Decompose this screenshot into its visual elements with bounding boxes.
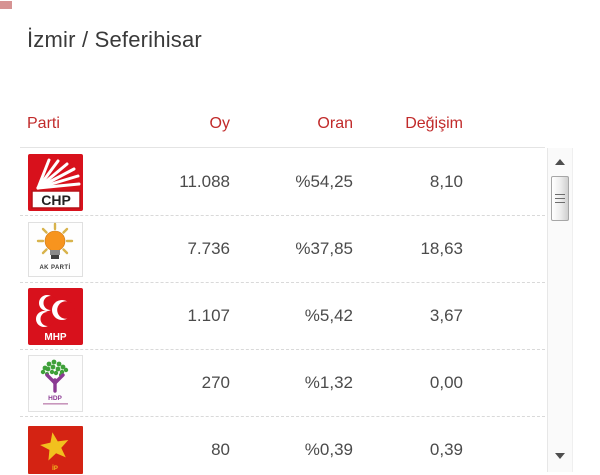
thumb-grip-icon <box>555 194 565 203</box>
results-table-header: Parti Oy Oran Değişim <box>20 100 545 148</box>
table-row-hdp: HDP 270 %1,32 0,00 <box>20 350 545 417</box>
votes-value: 80 <box>211 440 230 459</box>
change-value: 0,00 <box>429 373 463 392</box>
mhp-party-logo-icon: MHP <box>20 287 160 345</box>
svg-text:İP: İP <box>52 465 58 472</box>
table-scrollbar[interactable] <box>547 148 573 472</box>
votes-value: 11.088 <box>179 172 230 191</box>
change-value: 0,39 <box>429 440 463 459</box>
share-value: %5,42 <box>304 306 353 325</box>
results-table-body: CHP 11.088 %54,25 8,10 <box>20 149 545 475</box>
column-header-change: Değişim <box>405 114 463 132</box>
share-value: %0,39 <box>304 440 353 459</box>
svg-text:MHP: MHP <box>44 332 67 343</box>
scrollbar-thumb[interactable] <box>551 176 569 221</box>
change-value: 3,67 <box>429 306 463 325</box>
table-row-chp: CHP 11.088 %54,25 8,10 <box>20 149 545 216</box>
scroll-down-button[interactable] <box>548 444 572 468</box>
table-row-akparti: AK PARTİ 7.736 %37,85 18,63 <box>20 216 545 283</box>
share-value: %37,85 <box>295 239 353 258</box>
scroll-down-icon <box>555 453 565 459</box>
share-value: %1,32 <box>304 373 353 392</box>
svg-text:CHP: CHP <box>41 192 71 208</box>
svg-text:HDP: HDP <box>48 395 62 402</box>
column-header-share: Oran <box>317 114 353 132</box>
column-header-votes: Oy <box>209 114 230 132</box>
scroll-up-icon <box>555 159 565 165</box>
votes-value: 7.736 <box>187 239 230 258</box>
scroll-up-button[interactable] <box>548 150 572 174</box>
table-row-ip: İP 80 %0,39 0,39 <box>20 417 545 475</box>
corner-red-artifact <box>0 1 12 9</box>
svg-text:AK PARTİ: AK PARTİ <box>39 264 70 271</box>
table-row-mhp: MHP 1.107 %5,42 3,67 <box>20 283 545 350</box>
change-value: 8,10 <box>429 172 463 191</box>
akparti-party-logo-icon: AK PARTİ <box>20 221 160 277</box>
page-title: İzmir / Seferihisar <box>27 27 202 52</box>
votes-value: 1.107 <box>187 306 230 325</box>
votes-value: 270 <box>201 373 230 392</box>
chp-party-logo-icon: CHP <box>20 153 160 211</box>
hdp-party-logo-icon: HDP <box>20 354 160 412</box>
change-value: 18,63 <box>420 239 463 258</box>
share-value: %54,25 <box>295 172 353 191</box>
ip-party-logo-icon: İP <box>20 426 160 474</box>
column-header-party: Parti <box>27 114 60 132</box>
